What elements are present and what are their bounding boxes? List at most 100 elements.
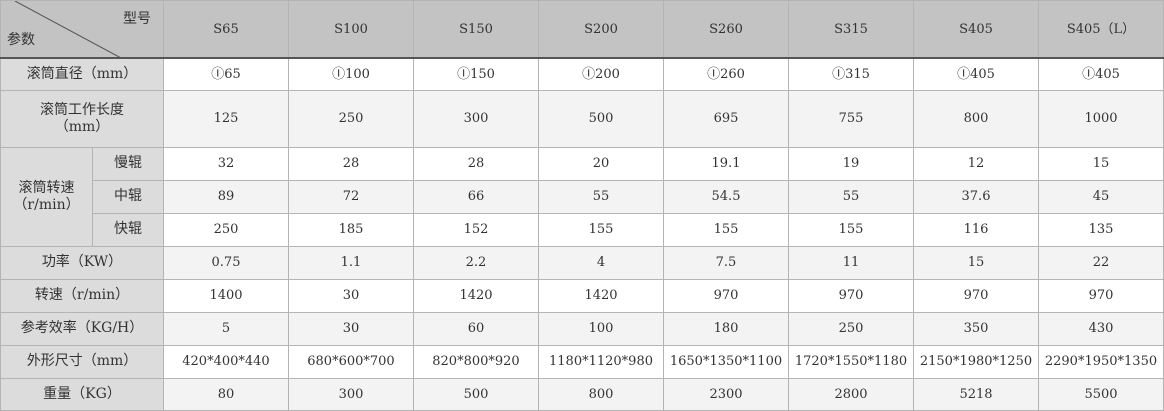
table-row-rpm: 转速（r/min） 1400 30 1420 1420 970 970 970 970	[0, 278, 1164, 313]
model-header: S315	[788, 0, 914, 59]
value-cell: 12	[913, 146, 1039, 181]
value-cell: 970	[913, 278, 1039, 313]
value-cell: 155	[538, 212, 664, 247]
value-cell: 15	[1038, 146, 1164, 181]
value-cell: 300	[288, 377, 414, 411]
table-row-diameter: 滚筒直径（mm） Ⓘ65 Ⓘ100 Ⓘ150 Ⓘ200 Ⓘ260 Ⓘ315 Ⓘ405 Ⓘ405	[0, 57, 1164, 91]
value-cell: 800	[538, 377, 664, 411]
value-cell: 5218	[913, 377, 1039, 411]
value-cell: 1720*1550*1180	[788, 344, 914, 379]
model-header: S405（L）	[1038, 0, 1164, 59]
value-cell: 80	[163, 377, 289, 411]
row-label: 滚筒直径（mm）	[0, 57, 164, 91]
value-cell: 11	[788, 245, 914, 280]
value-cell: 125	[163, 89, 289, 148]
value-cell: 0.75	[163, 245, 289, 280]
value-cell: Ⓘ100	[288, 57, 414, 91]
value-cell: 755	[788, 89, 914, 148]
value-cell: 155	[663, 212, 789, 247]
value-cell: 500	[538, 89, 664, 148]
value-cell: 800	[913, 89, 1039, 148]
value-cell: 7.5	[663, 245, 789, 280]
value-cell: 15	[913, 245, 1039, 280]
table-row-length: 滚筒工作长度 （mm） 125 250 300 500 695 755 800 1000	[0, 89, 1164, 148]
value-cell: 155	[788, 212, 914, 247]
sub-row-label: 慢辊	[92, 146, 164, 181]
sub-row-label: 中辊	[92, 179, 164, 214]
value-cell: 1180*1120*980	[538, 344, 664, 379]
value-cell: 180	[663, 311, 789, 346]
value-cell: Ⓘ65	[163, 57, 289, 91]
row-label-unit: （r/min）	[13, 196, 80, 213]
row-label: 重量（KG）	[0, 377, 164, 411]
value-cell: 250	[288, 89, 414, 148]
model-header: S260	[663, 0, 789, 59]
table-row-power: 功率（KW） 0.75 1.1 2.2 4 7.5 11 15 22	[0, 245, 1164, 280]
value-cell: 500	[413, 377, 539, 411]
row-label: 滚筒转速 （r/min）	[0, 146, 93, 247]
value-cell: 19.1	[663, 146, 789, 181]
row-label: 滚筒工作长度 （mm）	[0, 89, 164, 148]
value-cell: Ⓘ200	[538, 57, 664, 91]
row-label-unit: （mm）	[54, 118, 110, 135]
value-cell: Ⓘ260	[663, 57, 789, 91]
diagonal-divider	[14, 1, 122, 58]
model-header: S150	[413, 0, 539, 59]
value-cell: 430	[1038, 311, 1164, 346]
value-cell: 970	[1038, 278, 1164, 313]
value-cell: 5500	[1038, 377, 1164, 411]
value-cell: Ⓘ150	[413, 57, 539, 91]
value-cell: 1000	[1038, 89, 1164, 148]
value-cell: 19	[788, 146, 914, 181]
row-label: 转速（r/min）	[0, 278, 164, 313]
value-cell: 695	[663, 89, 789, 148]
value-cell: 1.1	[288, 245, 414, 280]
value-cell: 55	[788, 179, 914, 214]
value-cell: 185	[288, 212, 414, 247]
sub-row-label: 快辊	[92, 212, 164, 247]
value-cell: 45	[1038, 179, 1164, 214]
model-header: S200	[538, 0, 664, 59]
value-cell: 2290*1950*1350	[1038, 344, 1164, 379]
value-cell: 1420	[538, 278, 664, 313]
value-cell: 28	[288, 146, 414, 181]
value-cell: Ⓘ405	[1038, 57, 1164, 91]
value-cell: 55	[538, 179, 664, 214]
model-header: S65	[163, 0, 289, 59]
row-label-text: 滚筒转速	[18, 179, 75, 196]
value-cell: 420*400*440	[163, 344, 289, 379]
value-cell: 2.2	[413, 245, 539, 280]
table-row-speed-mid: 中辊 89 72 66 55 54.5 55 37.6 45	[1, 179, 1164, 214]
value-cell: 1650*1350*1100	[663, 344, 789, 379]
value-cell: 30	[288, 311, 414, 346]
value-cell: 22	[1038, 245, 1164, 280]
value-cell: 2300	[663, 377, 789, 411]
value-cell: 4	[538, 245, 664, 280]
value-cell: 89	[163, 179, 289, 214]
table-row-weight: 重量（KG） 80 300 500 800 2300 2800 5218 5500	[0, 377, 1164, 411]
value-cell: 680*600*700	[288, 344, 414, 379]
value-cell: 32	[163, 146, 289, 181]
table-row-speed-slow: 滚筒转速 （r/min） 慢辊 32 28 28 20 19.1 19 12 15	[0, 146, 1164, 247]
row-label: 外形尺寸（mm）	[0, 344, 164, 379]
table-row-efficiency: 参考效率（KG/H） 5 30 60 100 180 250 350 430	[0, 311, 1164, 346]
value-cell: 2800	[788, 377, 914, 411]
table-row-dimensions: 外形尺寸（mm） 420*400*440 680*600*700 820*800*92…	[0, 344, 1164, 379]
row-label: 参考效率（KG/H）	[0, 311, 164, 346]
value-cell: 250	[163, 212, 289, 247]
value-cell: 135	[1038, 212, 1164, 247]
value-cell: 116	[913, 212, 1039, 247]
row-label: 功率（KW）	[0, 245, 164, 280]
value-cell: 100	[538, 311, 664, 346]
value-cell: 820*800*920	[413, 344, 539, 379]
row-label-text: 滚筒工作长度	[40, 101, 124, 118]
model-header: S405	[913, 0, 1039, 59]
value-cell: 30	[288, 278, 414, 313]
table-row-speed-fast: 快辊 250 185 152 155 155 155 116 135	[1, 212, 1164, 247]
value-cell: Ⓘ405	[913, 57, 1039, 91]
model-header: S100	[288, 0, 414, 59]
value-cell: 250	[788, 311, 914, 346]
value-cell: 970	[663, 278, 789, 313]
value-cell: 60	[413, 311, 539, 346]
